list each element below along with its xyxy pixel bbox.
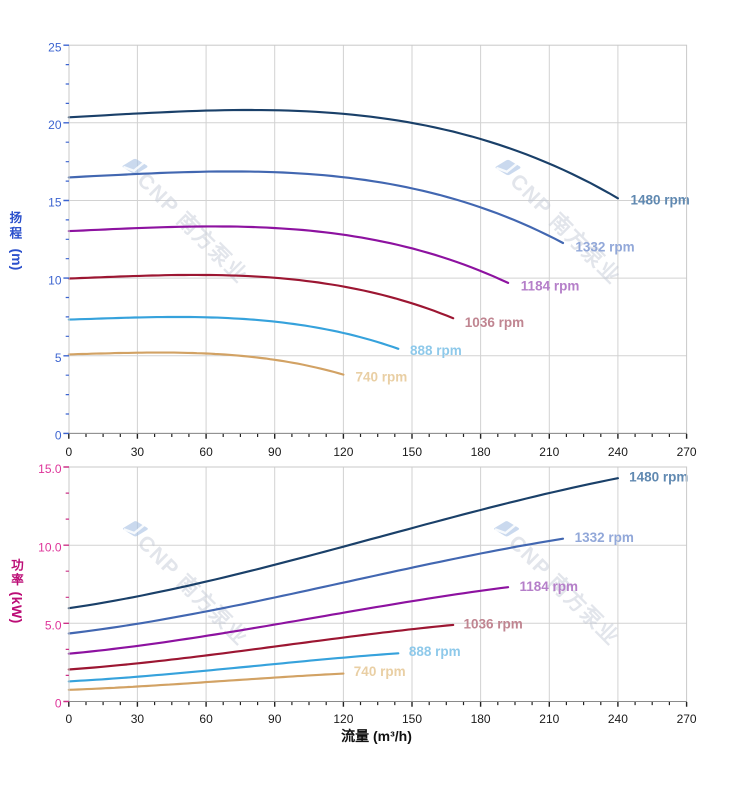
svg-text:1036 rpm: 1036 rpm	[465, 315, 524, 330]
svg-text:60: 60	[199, 712, 213, 726]
svg-text:5: 5	[55, 351, 62, 365]
svg-text:888 rpm: 888 rpm	[410, 343, 462, 358]
svg-text:(kW): (kW)	[9, 592, 25, 624]
svg-text:120: 120	[333, 445, 353, 459]
svg-text:功: 功	[11, 558, 24, 573]
svg-text:210: 210	[539, 712, 559, 726]
svg-text:20: 20	[48, 118, 62, 132]
svg-text:0: 0	[65, 712, 72, 726]
svg-text:扬: 扬	[10, 210, 23, 225]
svg-text:180: 180	[471, 445, 491, 459]
svg-text:150: 150	[402, 712, 422, 726]
svg-text:程: 程	[10, 225, 23, 240]
svg-text:1184 rpm: 1184 rpm	[520, 579, 579, 594]
svg-text:30: 30	[131, 712, 145, 726]
svg-text:240: 240	[608, 712, 628, 726]
svg-text:90: 90	[268, 445, 282, 459]
svg-text:1184 rpm: 1184 rpm	[521, 279, 580, 294]
svg-text:25: 25	[48, 40, 62, 54]
svg-text:15.0: 15.0	[38, 462, 62, 476]
svg-text:流量 (m³/h): 流量 (m³/h)	[341, 728, 412, 744]
svg-text:0: 0	[55, 429, 62, 443]
svg-text:(m): (m)	[9, 249, 25, 271]
svg-text:率: 率	[11, 572, 24, 587]
svg-text:60: 60	[199, 445, 213, 459]
svg-text:240: 240	[608, 445, 628, 459]
svg-text:1036 rpm: 1036 rpm	[464, 616, 523, 631]
svg-text:0: 0	[65, 445, 72, 459]
svg-text:15: 15	[48, 196, 62, 210]
svg-text:120: 120	[333, 712, 353, 726]
svg-text:740 rpm: 740 rpm	[356, 370, 408, 385]
svg-text:1480 rpm: 1480 rpm	[631, 193, 690, 208]
svg-text:270: 270	[677, 445, 697, 459]
svg-text:5.0: 5.0	[45, 618, 62, 632]
svg-text:270: 270	[677, 712, 697, 726]
svg-text:210: 210	[539, 445, 559, 459]
svg-text:90: 90	[268, 712, 282, 726]
svg-text:740 rpm: 740 rpm	[354, 664, 406, 679]
svg-text:1332 rpm: 1332 rpm	[575, 240, 634, 255]
svg-text:0: 0	[55, 697, 62, 711]
svg-text:180: 180	[471, 712, 491, 726]
svg-text:150: 150	[402, 445, 422, 459]
svg-text:10: 10	[48, 273, 62, 287]
svg-text:CNP 南方泵业: CNP 南方泵业	[505, 169, 625, 289]
svg-text:888 rpm: 888 rpm	[409, 644, 461, 659]
svg-text:10.0: 10.0	[38, 540, 62, 554]
svg-text:30: 30	[131, 445, 145, 459]
svg-text:1480 rpm: 1480 rpm	[629, 470, 688, 485]
svg-text:1332 rpm: 1332 rpm	[575, 530, 634, 545]
